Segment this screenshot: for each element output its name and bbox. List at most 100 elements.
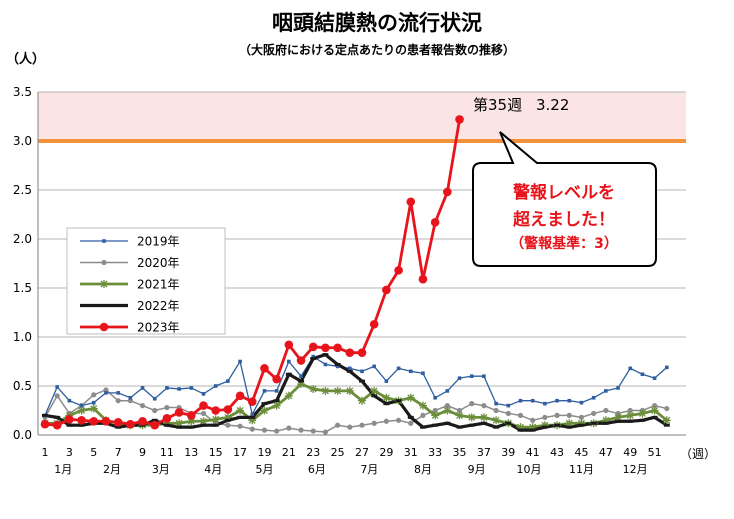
data-point-2020 [517, 412, 524, 418]
data-point-2023 [455, 115, 464, 124]
data-point-2021 [370, 386, 379, 395]
callout-line-2: 超えました！ [513, 209, 615, 230]
data-point-2020 [54, 393, 60, 399]
data-point-2023 [113, 417, 123, 427]
x-tick-label: 23 [306, 446, 320, 459]
data-point-2021 [601, 416, 610, 425]
data-point-2023 [138, 416, 147, 426]
data-point-2021 [614, 413, 623, 422]
data-point-2023 [150, 420, 160, 430]
data-point-2020 [652, 403, 658, 409]
data-point-2023 [162, 414, 172, 423]
month-label: 9月 [468, 463, 486, 476]
month-label: 10月 [517, 463, 542, 476]
data-point-2023 [260, 364, 269, 373]
y-axis-label: （人） [6, 51, 45, 67]
legend-label: 2022年 [137, 299, 180, 313]
y-tick-label: 3.5 [13, 85, 32, 99]
data-point-2023 [199, 401, 208, 410]
data-point-2019 [348, 366, 352, 371]
data-point-2021 [223, 413, 232, 422]
data-point-2019 [262, 389, 267, 393]
x-tick-label: 39 [501, 446, 515, 459]
data-point-2019 [665, 365, 669, 370]
series-line-2019 [44, 355, 668, 416]
data-point-2021 [345, 386, 354, 395]
data-point-2021 [516, 423, 525, 432]
latest-value-label: 3.22 [536, 96, 569, 114]
data-point-2020 [371, 420, 377, 426]
data-point-2019 [530, 398, 535, 403]
data-point-2019 [494, 401, 498, 406]
data-point-2021 [175, 419, 184, 428]
x-tick-label: 43 [550, 446, 564, 459]
data-point-2019 [311, 354, 316, 359]
data-point-2023 [272, 374, 281, 384]
data-point-2023 [406, 197, 416, 207]
month-label: 12月 [623, 463, 648, 476]
data-point-2019 [372, 364, 376, 369]
data-point-2023 [345, 348, 355, 357]
data-point-2020 [274, 428, 280, 434]
data-point-2021 [577, 419, 586, 428]
data-point-2021 [418, 401, 427, 410]
data-point-2019 [189, 386, 194, 390]
series-line-2020 [44, 389, 667, 433]
data-point-2023 [369, 319, 379, 329]
y-tick-label: 0.5 [13, 379, 32, 393]
data-point-2021 [211, 415, 220, 424]
legend-marker [99, 322, 109, 332]
month-label: 1月 [54, 463, 72, 476]
data-point-2023 [101, 416, 111, 426]
x-tick-label: 49 [623, 446, 637, 459]
month-label: 7月 [360, 463, 378, 476]
data-point-2021 [406, 393, 415, 402]
data-point-2023 [443, 187, 452, 197]
data-point-2023 [52, 420, 62, 430]
series-line-2022 [44, 353, 668, 432]
callout-line-3: （警報基準：3） [510, 235, 618, 252]
x-tick-label: 3 [66, 446, 73, 459]
data-point-2021 [565, 419, 574, 428]
x-tick-label: 17 [233, 446, 247, 459]
data-point-2023 [394, 266, 403, 275]
data-point-2023 [418, 274, 428, 284]
data-point-2021 [272, 401, 281, 410]
data-point-2023 [247, 397, 257, 406]
data-point-2019 [299, 374, 303, 378]
data-point-2021 [382, 393, 391, 402]
x-tick-label: 29 [379, 446, 393, 459]
month-label: 2月 [103, 463, 121, 476]
data-point-2023 [308, 342, 318, 352]
data-point-2021 [162, 419, 171, 428]
data-point-2023 [321, 343, 330, 353]
x-tick-label: 47 [599, 446, 613, 459]
data-point-2019 [604, 389, 608, 393]
data-point-2019 [384, 379, 389, 383]
data-point-2021 [333, 386, 342, 395]
data-point-2019 [408, 369, 413, 374]
data-point-2020 [347, 424, 353, 430]
y-tick-label: 1.0 [13, 330, 32, 344]
x-tick-label: 45 [574, 446, 588, 459]
data-point-2020 [225, 422, 231, 428]
legend-label: 2021年 [137, 278, 180, 292]
chart-title: 咽頭結膜熱の流行状況 [272, 11, 482, 35]
legend-marker [102, 239, 106, 243]
data-point-2019 [396, 366, 401, 371]
data-point-2021 [309, 384, 318, 393]
data-point-2019 [567, 398, 572, 403]
data-point-2019 [274, 389, 279, 393]
legend-marker [100, 280, 108, 288]
data-point-2019 [201, 392, 206, 396]
data-point-2020 [395, 417, 402, 423]
data-point-2023 [223, 405, 233, 414]
data-point-2020 [444, 403, 450, 409]
data-point-2020 [530, 417, 536, 423]
data-point-2020 [456, 407, 463, 414]
month-label: 6月 [308, 463, 326, 476]
data-point-2020 [420, 412, 426, 418]
data-point-2019 [116, 391, 120, 395]
data-point-2019 [640, 372, 645, 377]
chart-subtitle: （大阪府における定点あたりの患者報告数の推移） [239, 42, 515, 57]
